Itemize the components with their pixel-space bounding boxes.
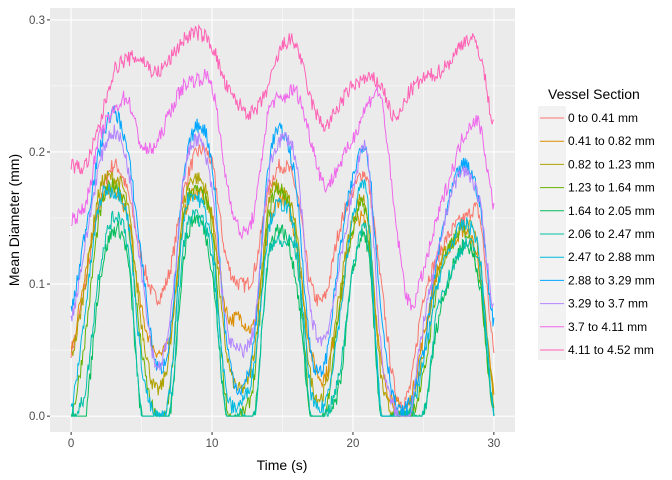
x-axis-ticks: 0 10 20 30 (68, 432, 500, 450)
x-tick-label: 30 (487, 438, 500, 450)
legend-title: Vessel Section (548, 86, 640, 102)
series-lines (70, 23, 495, 418)
series-line (70, 68, 495, 311)
legend-label: 2.88 to 3.29 mm (568, 273, 655, 287)
legend-label: 3.7 to 4.11 mm (568, 320, 647, 334)
y-axis-title: Mean Diameter (mm) (6, 154, 22, 286)
x-axis-title: Time (s) (257, 457, 308, 473)
y-tick-label: 0.0 (29, 411, 45, 423)
series-line (70, 23, 495, 175)
legend: 0 to 0.41 mm 0.41 to 0.82 mm 0.82 to 1.23 … (540, 111, 655, 357)
legend-label: 1.23 to 1.64 mm (568, 181, 655, 195)
x-tick-label: 20 (347, 438, 360, 450)
series-line (71, 209, 495, 418)
series-line (70, 124, 495, 418)
series-line (71, 178, 495, 418)
y-axis-ticks: 0.0 0.1 0.2 0.3 (29, 15, 50, 423)
legend-label: 0.41 to 0.82 mm (568, 134, 655, 148)
y-tick-label: 0.1 (29, 279, 45, 291)
series-line (70, 179, 495, 418)
x-tick-label: 0 (68, 438, 74, 450)
legend-label: 2.06 to 2.47 mm (568, 227, 655, 241)
gridlines (50, 8, 515, 432)
legend-label: 1.64 to 2.05 mm (568, 204, 655, 218)
y-tick-label: 0.3 (29, 15, 45, 27)
series-line (70, 105, 495, 417)
legend-label: 4.11 to 4.52 mm (568, 343, 654, 357)
legend-label: 2.47 to 2.88 mm (568, 250, 655, 264)
x-tick-label: 10 (206, 438, 219, 450)
legend-label: 0 to 0.41 mm (568, 111, 638, 125)
legend-key-background (538, 106, 566, 360)
legend-label: 0.82 to 1.23 mm (568, 157, 655, 171)
y-tick-label: 0.2 (29, 147, 45, 159)
legend-label: 3.29 to 3.7 mm (568, 297, 648, 311)
